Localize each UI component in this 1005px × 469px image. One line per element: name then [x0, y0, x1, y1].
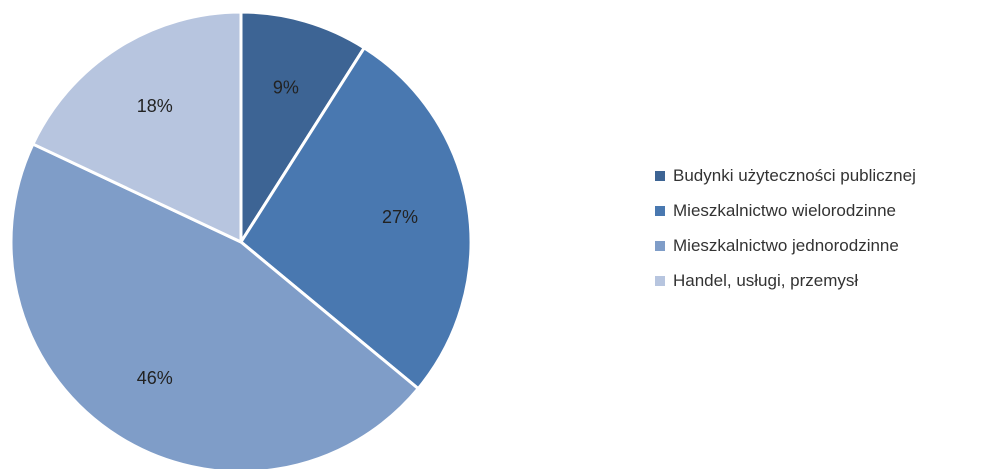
legend-item-multi-family: Mieszkalnictwo wielorodzinne: [655, 201, 916, 221]
legend-label: Mieszkalnictwo wielorodzinne: [673, 201, 896, 220]
legend-item-commerce: Handel, usługi, przemysł: [655, 271, 916, 291]
legend-swatch: [655, 241, 665, 251]
legend-swatch: [655, 206, 665, 216]
legend-label: Budynki użyteczności publicznej: [673, 166, 916, 185]
slice-value-label-2: 46%: [137, 368, 173, 388]
legend-item-public-buildings: Budynki użyteczności publicznej: [655, 166, 916, 186]
pie-slice-2: [9, 142, 420, 469]
pie-slice-3: [31, 10, 243, 244]
legend-label: Handel, usługi, przemysł: [673, 271, 859, 290]
pie-slices: [9, 10, 473, 469]
pie-slice-1: [239, 46, 473, 391]
legend-swatch: [655, 171, 665, 181]
legend-item-single-family: Mieszkalnictwo jednorodzinne: [655, 236, 916, 256]
legend-label: Mieszkalnictwo jednorodzinne: [673, 236, 899, 255]
slice-value-label-1: 27%: [382, 207, 418, 227]
pie-data-labels: 9% 27% 46% 18%: [137, 77, 418, 388]
slice-value-label-3: 18%: [137, 96, 173, 116]
pie-slice-0: [239, 10, 366, 244]
legend-swatch: [655, 276, 665, 286]
slice-value-label-0: 9%: [273, 77, 299, 97]
chart-legend: Budynki użyteczności publicznej Mieszkal…: [655, 166, 916, 306]
